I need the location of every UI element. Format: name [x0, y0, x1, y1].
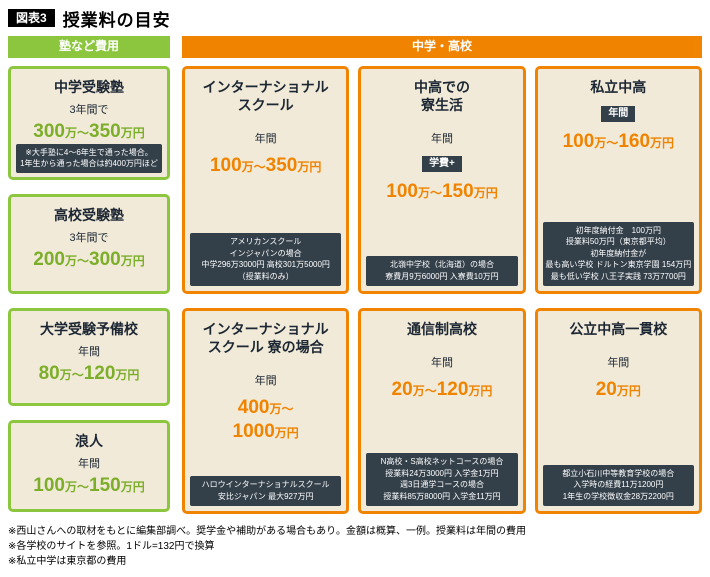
box-period: 年間 — [430, 356, 453, 369]
box-amount: 100万〜160万円 — [562, 130, 675, 152]
box-title: 公立中高一貫校 — [569, 320, 668, 337]
box-amount: 20万〜120万円 — [391, 378, 493, 400]
box-amount: 400万〜 1000万円 — [232, 396, 299, 442]
box-note: ハロウインターナショナルスクール 安比ジャパン 最大927万円 — [190, 476, 342, 506]
box-amount: 80万〜120万円 — [38, 362, 140, 384]
box-amount: 20万円 — [595, 378, 641, 400]
box-note: ※大手塾に4〜6年生で通った場合。 1年生から通った場合は約400万円ほど — [16, 143, 162, 173]
box-international-school-dorm: インターナショナル スクール 寮の場合 年間 400万〜 1000万円 ハロウイ… — [182, 307, 350, 514]
box-period: 3年間で — [69, 103, 109, 116]
box-title: インターナショナル スクール — [202, 78, 329, 113]
box-amount: 100万〜150万円 — [33, 474, 145, 496]
cram-school-column: 中学受験塾 3年間で 300万〜350万円 ※大手塾に4〜6年生で通った場合。 … — [8, 65, 170, 514]
box-title: インターナショナル スクール 寮の場合 — [202, 320, 329, 355]
content-area: 中学受験塾 3年間で 300万〜350万円 ※大手塾に4〜6年生で通った場合。 … — [8, 65, 702, 514]
box-title: 高校受験塾 — [54, 206, 124, 223]
box-title: 浪人 — [75, 432, 103, 449]
footnote-exchange-rate: ※各学校のサイトを参照。1ドル=132円で換算 — [8, 540, 215, 552]
box-period: 3年間で — [69, 231, 109, 244]
box-period: 年間 — [254, 132, 277, 145]
column-headers: 塾など費用 中学・高校 — [8, 36, 702, 58]
box-period: 年間 — [430, 132, 453, 145]
box-title: 通信制高校 — [406, 320, 477, 337]
figure-header: 図表3 授業料の目安 — [8, 6, 702, 30]
box-note: 北嶺中学校（北海道）の場合 寮費月9万6000円 入寮費10万円 — [366, 256, 518, 286]
box-dorm-life: 中高での 寮生活 年間 学費+ 100万〜150万円 北嶺中学校（北海道）の場合… — [358, 65, 526, 294]
box-international-school: インターナショナル スクール 年間 100万〜350万円 アメリカンスクール イ… — [182, 65, 350, 294]
box-amount: 100万〜350万円 — [209, 154, 322, 176]
footnotes: ※西山さんへの取材をもとに編集部調べ。奨学金や補助がある場合もあり。金額は概算、… — [8, 524, 702, 569]
box-title: 中高での 寮生活 — [413, 78, 470, 113]
box-title: 大学受験予備校 — [40, 320, 138, 337]
box-ronin: 浪人 年間 100万〜150万円 — [8, 419, 170, 512]
box-period: 年間 — [78, 345, 100, 358]
header-junior-senior-high: 中学・高校 — [182, 36, 702, 58]
box-note: N高校・S高校ネットコースの場合 授業料24万3000円 入学金1万円 週3日通… — [366, 453, 518, 506]
tuition-plus-badge: 学費+ — [422, 155, 462, 172]
header-cram-school-costs: 塾など費用 — [8, 36, 170, 58]
box-public-combined-school: 公立中高一貫校 年間 20万円 都立小石川中等教育学校の場合 入学時の経費11万… — [534, 307, 702, 514]
box-junior-high-exam-cram: 中学受験塾 3年間で 300万〜350万円 ※大手塾に4〜6年生で通った場合。 … — [8, 65, 170, 180]
school-type-grid: インターナショナル スクール 年間 100万〜350万円 アメリカンスクール イ… — [182, 65, 702, 514]
figure-title: 授業料の目安 — [62, 10, 171, 30]
box-amount: 100万〜150万円 — [386, 180, 498, 202]
box-title: 私立中高 — [590, 78, 647, 95]
box-period: 年間 — [607, 356, 630, 369]
box-university-prep-school: 大学受験予備校 年間 80万〜120万円 — [8, 307, 170, 406]
box-period: 年間 — [78, 457, 100, 470]
box-note: 都立小石川中等教育学校の場合 入学時の経費11万1200円 1年生の学校徴収金2… — [542, 464, 694, 506]
per-year-badge: 年間 — [601, 105, 636, 122]
box-note: アメリカンスクール インジャパンの場合 中学296万3000円 高校301万50… — [190, 233, 342, 286]
footnote-tokyo: ※私立中学は東京都の費用 — [8, 555, 127, 567]
box-correspondence-high-school: 通信制高校 年間 20万〜120万円 N高校・S高校ネットコースの場合 授業料2… — [358, 307, 526, 514]
box-private-junior-senior-high: 私立中高 年間 100万〜160万円 初年度納付金 100万円 授業料50万円（… — [534, 65, 702, 294]
box-amount: 300万〜350万円 — [33, 120, 145, 142]
footnote-source: ※西山さんへの取材をもとに編集部調べ。奨学金や補助がある場合もあり。金額は概算、… — [8, 525, 526, 537]
box-high-school-exam-cram: 高校受験塾 3年間で 200万〜300万円 — [8, 193, 170, 294]
box-note: 初年度納付金 100万円 授業料50万円（東京都平均） 初年度納付金が 最も高い… — [542, 221, 694, 286]
box-period: 年間 — [254, 374, 277, 387]
box-title: 中学受験塾 — [54, 78, 124, 95]
figure-tag: 図表3 — [8, 9, 55, 27]
box-amount: 200万〜300万円 — [33, 248, 145, 270]
